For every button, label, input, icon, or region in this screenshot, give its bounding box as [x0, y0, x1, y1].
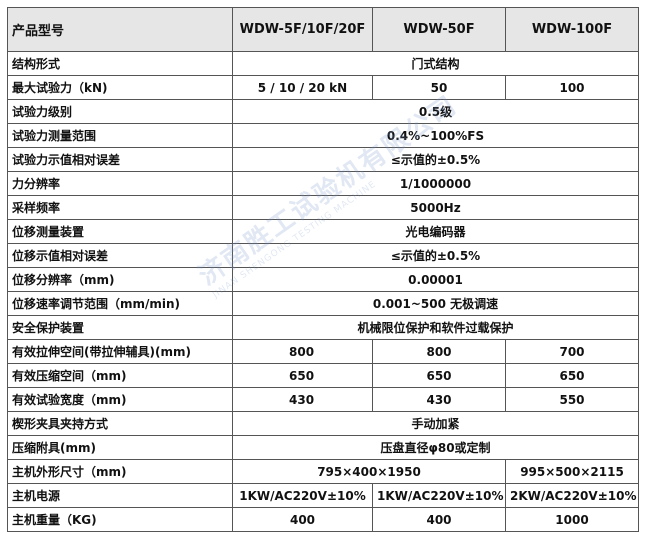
table-row: 压缩附具(mm) 压盘直径φ80或定制 — [7, 435, 639, 460]
table-row: 位移速率调节范围（mm/min) 0.001~500 无极调速 — [7, 291, 639, 316]
table-row: 有效压缩空间（mm) 650 650 650 — [7, 363, 639, 388]
table-row: 力分辨率 1/1000000 — [7, 171, 639, 196]
header-cell: WDW-100F — [505, 7, 639, 52]
row-label: 位移示值相对误差 — [7, 243, 233, 268]
row-label: 试验力示值相对误差 — [7, 147, 233, 172]
cell: 100 — [505, 75, 639, 100]
cell: 0.00001 — [232, 267, 639, 292]
row-label: 最大试验力（kN) — [7, 75, 233, 100]
table-row: 位移测量装置 光电编码器 — [7, 219, 639, 244]
table-row: 结构形式 门式结构 — [7, 51, 639, 76]
cell: 795×400×1950 — [232, 459, 506, 484]
cell: 0.4%~100%FS — [232, 123, 639, 148]
cell: 0.001~500 无极调速 — [232, 291, 639, 316]
table-row: 楔形夹具夹持方式 手动加紧 — [7, 411, 639, 436]
cell: 550 — [505, 387, 639, 412]
row-label: 主机外形尺寸（mm) — [7, 459, 233, 484]
cell: 650 — [232, 363, 373, 388]
row-label: 压缩附具(mm) — [7, 435, 233, 460]
table-row: 试验力示值相对误差 ≤示值的±0.5% — [7, 147, 639, 172]
cell: 800 — [232, 339, 373, 364]
row-label: 位移分辨率（mm) — [7, 267, 233, 292]
table-row: 位移示值相对误差 ≤示值的±0.5% — [7, 243, 639, 268]
row-label: 主机电源 — [7, 483, 233, 508]
row-label: 有效试验宽度（mm) — [7, 387, 233, 412]
cell: 650 — [505, 363, 639, 388]
table-row: 采样频率 5000Hz — [7, 195, 639, 220]
cell: 50 — [372, 75, 506, 100]
cell: 光电编码器 — [232, 219, 639, 244]
row-label: 安全保护装置 — [7, 315, 233, 340]
row-label: 试验力级别 — [7, 99, 233, 124]
cell: 1/1000000 — [232, 171, 639, 196]
header-row: 产品型号 WDW-5F/10F/20F WDW-50F WDW-100F — [7, 7, 639, 52]
row-label: 力分辨率 — [7, 171, 233, 196]
cell: 5000Hz — [232, 195, 639, 220]
cell: 400 — [232, 507, 373, 532]
table-row: 主机电源 1KW/AC220V±10% 1KW/AC220V±10% 2KW/AC22… — [7, 483, 639, 508]
cell: 995×500×2115 — [505, 459, 639, 484]
cell: 800 — [372, 339, 506, 364]
cell: 门式结构 — [232, 51, 639, 76]
table-row: 试验力测量范围 0.4%~100%FS — [7, 123, 639, 148]
cell: 机械限位保护和软件过载保护 — [232, 315, 639, 340]
table-row: 最大试验力（kN) 5 / 10 / 20 kN 50 100 — [7, 75, 639, 100]
header-cell: WDW-5F/10F/20F — [232, 7, 373, 52]
spec-table: 产品型号 WDW-5F/10F/20F WDW-50F WDW-100F 结构形式 门式结… — [7, 7, 639, 532]
cell: 2KW/AC220V±10% — [505, 483, 639, 508]
cell: ≤示值的±0.5% — [232, 243, 639, 268]
cell: 1KW/AC220V±10% — [232, 483, 373, 508]
cell: 1KW/AC220V±10% — [372, 483, 506, 508]
cell: 压盘直径φ80或定制 — [232, 435, 639, 460]
row-label: 有效压缩空间（mm) — [7, 363, 233, 388]
table-row: 有效试验宽度（mm) 430 430 550 — [7, 387, 639, 412]
table-row: 主机外形尺寸（mm) 795×400×1950 995×500×2115 — [7, 459, 639, 484]
cell: 5 / 10 / 20 kN — [232, 75, 373, 100]
cell: ≤示值的±0.5% — [232, 147, 639, 172]
header-cell: 产品型号 — [7, 7, 233, 52]
cell: 430 — [232, 387, 373, 412]
row-label: 楔形夹具夹持方式 — [7, 411, 233, 436]
cell: 1000 — [505, 507, 639, 532]
row-label: 位移速率调节范围（mm/min) — [7, 291, 233, 316]
table-row: 主机重量（KG) 400 400 1000 — [7, 507, 639, 532]
row-label: 结构形式 — [7, 51, 233, 76]
cell: 400 — [372, 507, 506, 532]
row-label: 试验力测量范围 — [7, 123, 233, 148]
table-row: 位移分辨率（mm) 0.00001 — [7, 267, 639, 292]
cell: 0.5级 — [232, 99, 639, 124]
cell: 650 — [372, 363, 506, 388]
header-cell: WDW-50F — [372, 7, 506, 52]
row-label: 采样频率 — [7, 195, 233, 220]
row-label: 主机重量（KG) — [7, 507, 233, 532]
row-label: 位移测量装置 — [7, 219, 233, 244]
table-row: 有效拉伸空间(带拉伸辅具)(mm) 800 800 700 — [7, 339, 639, 364]
row-label: 有效拉伸空间(带拉伸辅具)(mm) — [7, 339, 233, 364]
cell: 手动加紧 — [232, 411, 639, 436]
table-row: 试验力级别 0.5级 — [7, 99, 639, 124]
table-body: 产品型号 WDW-5F/10F/20F WDW-50F WDW-100F 结构形式 门式结… — [7, 7, 639, 532]
cell: 700 — [505, 339, 639, 364]
table-row: 安全保护装置 机械限位保护和软件过载保护 — [7, 315, 639, 340]
cell: 430 — [372, 387, 506, 412]
